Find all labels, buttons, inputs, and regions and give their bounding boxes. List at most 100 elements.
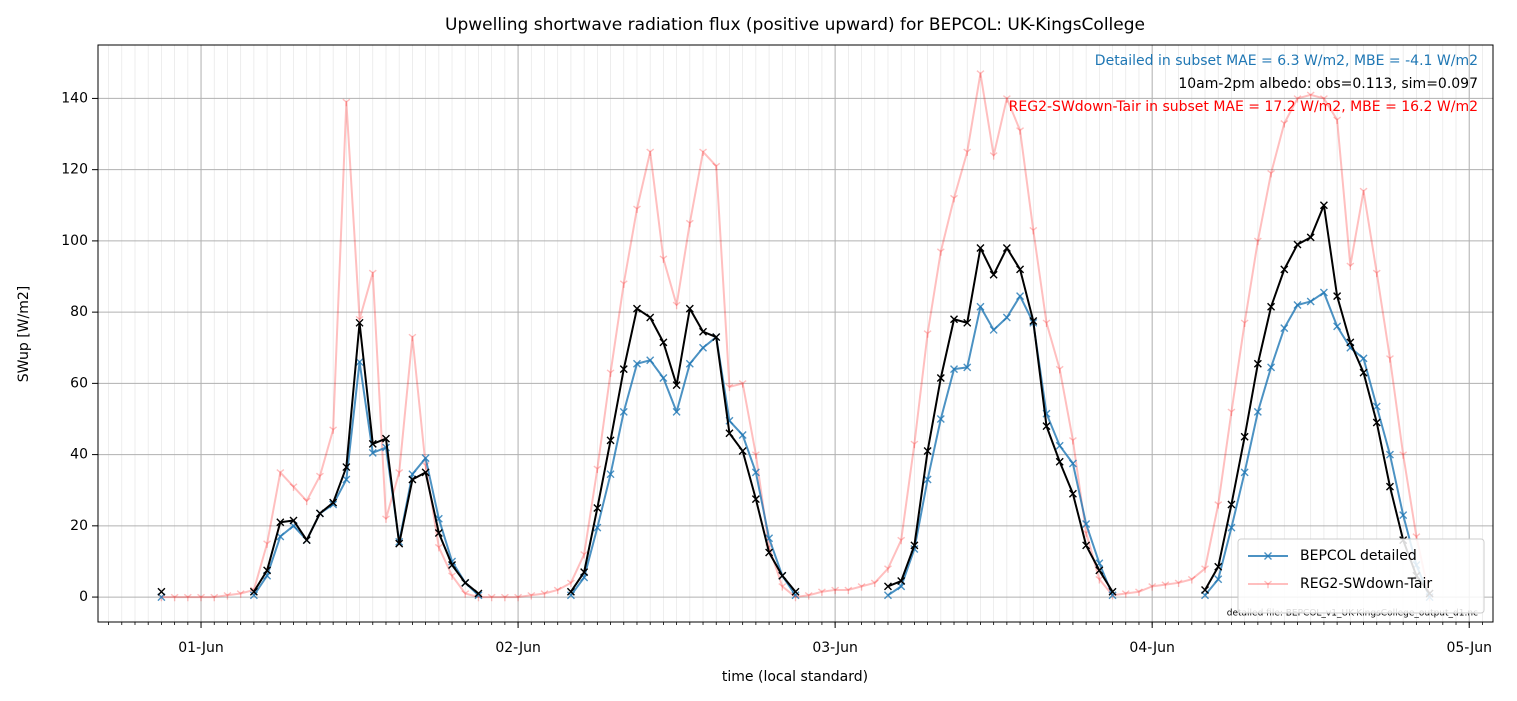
series-marker: [368, 439, 377, 448]
series-marker: [1240, 468, 1249, 477]
series-marker: [223, 591, 232, 600]
x-tick-label: 04-Jun: [1129, 640, 1175, 656]
series-marker: [699, 327, 708, 336]
series-marker: [1029, 226, 1038, 235]
series-marker: [1240, 432, 1249, 441]
series-marker: [553, 586, 562, 595]
series-marker: [712, 333, 721, 342]
series-marker: [1359, 354, 1368, 363]
series-marker: [566, 591, 575, 600]
series-marker: [1201, 565, 1209, 573]
series-marker: [606, 436, 615, 445]
series-marker: [619, 407, 628, 416]
series-marker: [883, 591, 892, 600]
series-marker: [527, 591, 536, 600]
series-marker: [1386, 355, 1394, 363]
series-marker: [897, 577, 906, 586]
series-marker: [831, 586, 840, 595]
series-marker: [381, 434, 390, 443]
series-marker: [183, 593, 192, 602]
series-marker: [236, 590, 245, 598]
y-tick-label: 0: [79, 589, 88, 605]
series-marker: [197, 593, 205, 602]
series-marker: [448, 572, 456, 580]
y-tick-label: 140: [61, 90, 88, 106]
series-marker: [923, 330, 932, 338]
series-marker: [857, 583, 866, 591]
series-marker: [619, 280, 628, 288]
series-marker: [1306, 233, 1315, 242]
series-marker: [157, 587, 166, 596]
series-marker: [1214, 501, 1223, 509]
legend-marker: [1264, 552, 1272, 560]
series-marker: [883, 582, 892, 591]
series-marker: [699, 343, 708, 352]
series-marker: [923, 447, 932, 456]
series-marker: [1108, 587, 1117, 596]
series-marker: [1333, 292, 1342, 301]
y-tick-label: 60: [70, 375, 88, 391]
series-marker: [593, 465, 602, 474]
series-marker: [1214, 562, 1223, 571]
series-marker: [1002, 244, 1011, 253]
series-marker: [1333, 116, 1342, 124]
series-marker: [1359, 368, 1368, 377]
series-marker: [976, 70, 985, 78]
series-marker: [791, 591, 800, 600]
series-marker: [778, 571, 787, 580]
series-marker: [1121, 590, 1130, 598]
series-marker: [1346, 262, 1355, 271]
series-marker: [884, 565, 892, 573]
series-marker: [382, 515, 390, 523]
series-marker: [1068, 459, 1077, 468]
series-marker: [804, 591, 813, 600]
series-marker: [448, 561, 457, 570]
series-marker: [646, 313, 655, 322]
series-marker: [368, 448, 377, 457]
series-marker: [1293, 301, 1302, 310]
y-tick-label: 20: [70, 518, 88, 534]
series-marker: [342, 463, 351, 472]
series-marker: [355, 357, 364, 366]
series-marker: [434, 528, 443, 537]
series-marker: [672, 407, 681, 416]
series-marker: [1214, 575, 1223, 584]
series-marker: [738, 447, 747, 456]
series-marker: [395, 539, 404, 548]
series-marker: [659, 374, 668, 383]
series-marker: [1372, 418, 1381, 427]
series-marker: [1385, 482, 1394, 491]
series-marker: [910, 541, 919, 550]
series-marker: [302, 497, 311, 506]
series-marker: [289, 483, 298, 491]
series-marker: [408, 475, 417, 484]
series-marker: [1161, 581, 1170, 589]
series-marker: [725, 429, 734, 438]
series-marker: [633, 205, 641, 214]
series-marker: [1227, 408, 1236, 417]
series-marker: [580, 550, 589, 559]
series-marker: [1240, 319, 1249, 328]
series-marker: [408, 333, 417, 342]
series-marker: [646, 356, 655, 365]
series-marker: [619, 365, 628, 374]
series-marker: [989, 270, 998, 279]
series-marker: [738, 380, 747, 388]
series-marker: [817, 588, 826, 596]
series-marker: [315, 472, 324, 481]
series-marker: [1280, 265, 1289, 274]
series-marker: [1002, 313, 1011, 322]
series-marker: [1293, 240, 1302, 249]
series-marker: [1174, 579, 1183, 588]
series-line: [253, 291, 1431, 598]
series-marker: [1016, 292, 1025, 301]
series-marker: [1055, 441, 1064, 450]
series-marker: [368, 269, 377, 278]
series-marker: [1333, 322, 1342, 331]
series-marker: [566, 579, 575, 588]
plot-frame: [97, 44, 1494, 623]
series-marker: [1187, 575, 1196, 584]
series-marker: [329, 498, 338, 507]
